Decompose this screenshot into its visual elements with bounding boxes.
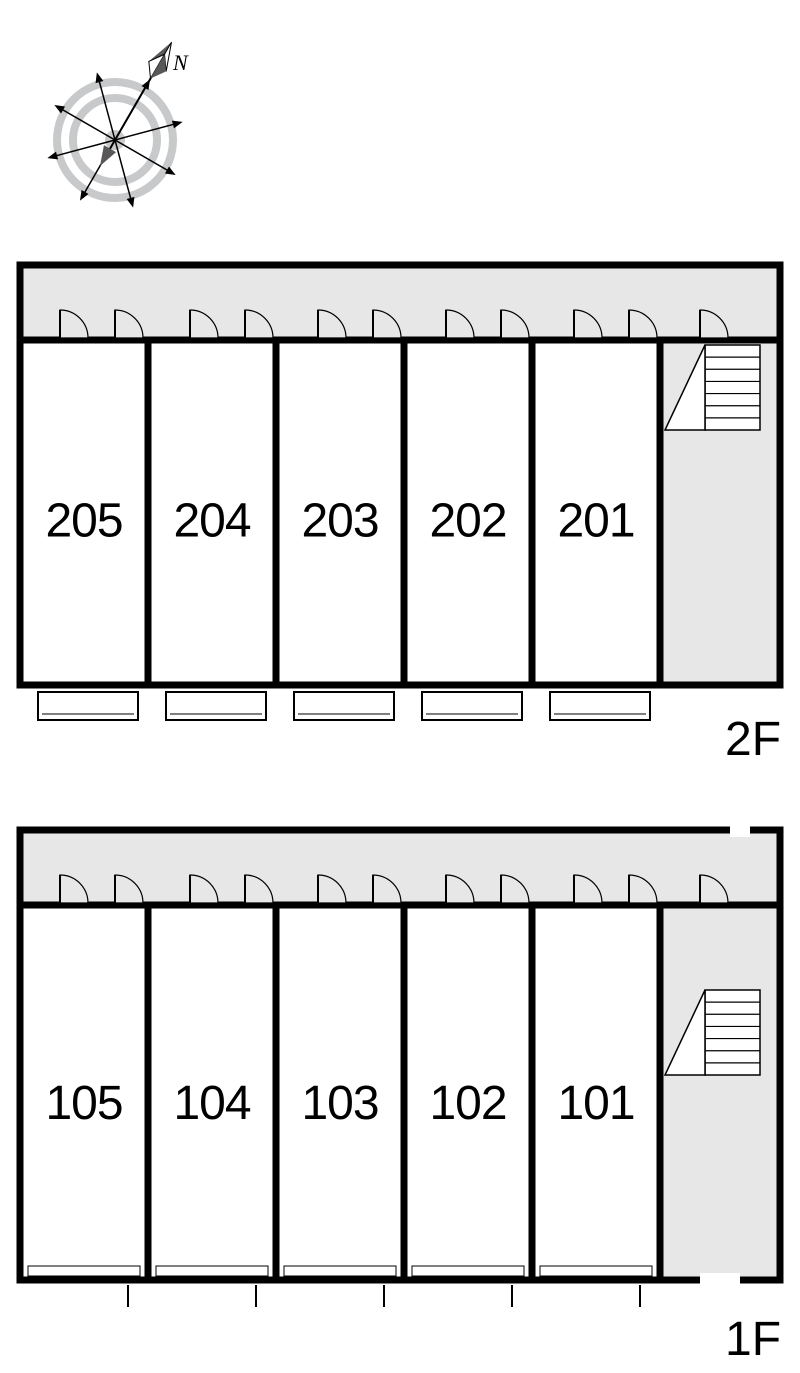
room-label-101: 101 (557, 1077, 634, 1130)
room-label-103: 103 (301, 1077, 378, 1130)
balcony-icon (294, 692, 394, 720)
room-label-201: 201 (557, 495, 634, 548)
room-label-205: 205 (45, 495, 122, 548)
stair-zone (660, 905, 780, 1280)
floor-label-2F: 2F (725, 713, 781, 766)
window-icon (284, 1266, 396, 1276)
balcony-icon (550, 692, 650, 720)
floor-1F: 105 104 103 102 101 1F (20, 823, 781, 1366)
compass-icon: N (46, 37, 189, 209)
balcony-icon (422, 692, 522, 720)
window-icon (156, 1266, 268, 1276)
room-label-105: 105 (45, 1077, 122, 1130)
compass-north-label: N (172, 50, 189, 75)
window-icon (412, 1266, 524, 1276)
window-icon (28, 1266, 140, 1276)
floor-plan-diagram: N 205 204 203 202 201 2F 105 104 103 102 101 1F (0, 0, 800, 1373)
balcony-icon (38, 692, 138, 720)
room-label-202: 202 (429, 495, 506, 548)
floor-2F: 205 204 203 202 201 2F (20, 265, 781, 766)
room-label-204: 204 (173, 495, 250, 548)
window-icon (540, 1266, 652, 1276)
balcony-icon (166, 692, 266, 720)
room-label-203: 203 (301, 495, 378, 548)
room-label-104: 104 (173, 1077, 250, 1130)
room-label-102: 102 (429, 1077, 506, 1130)
floor-label-1F: 1F (725, 1313, 781, 1366)
